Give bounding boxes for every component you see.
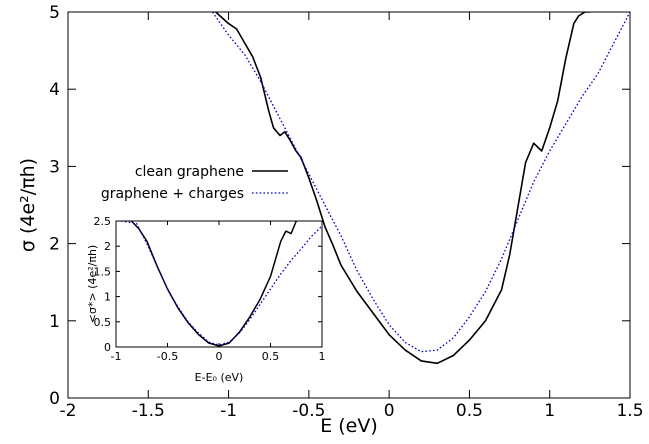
inset-panel: -1 -0.5 0 0.5 1 0 0.5 1 1.5 2 2.5 E-E₀ (eV) <σ*> (4e… (86, 215, 326, 384)
y-tick-label: 1.5 (94, 265, 112, 278)
y-axis-label: <σ*> (4e²/πh) (86, 245, 99, 323)
x-tick-label: -1 (111, 350, 122, 363)
x-tick-label: 0 (216, 350, 223, 363)
x-tick-label: 0.5 (456, 401, 483, 421)
y-tick-label: 3 (49, 157, 60, 177)
y-tick-label: 2.5 (94, 215, 112, 228)
x-tick-label: 0 (384, 401, 395, 421)
x-tick-label: 1 (319, 350, 326, 363)
y-tick-label: 1 (104, 291, 111, 304)
series-line-inset-charges (121, 221, 322, 346)
x-tick-label: 1 (544, 401, 555, 421)
y-tick-label: 2 (49, 235, 60, 255)
legend: clean graphene graphene + charges (101, 164, 288, 202)
x-tick-label: -1.5 (132, 401, 165, 421)
main-panel: -2 -1.5 -1 -0.5 0 0.5 1 1.5 0 1 2 3 4 5 E (eV) σ (4e²/π… (17, 3, 644, 437)
series-line-main-clean (215, 12, 590, 365)
x-tick-label: 1.5 (616, 401, 643, 421)
y-tick-label: 0.5 (94, 316, 112, 329)
x-axis-label: E (eV) (320, 415, 378, 437)
y-tick-label: 2 (104, 240, 111, 253)
y-tick-label: 5 (49, 3, 60, 23)
legend-label: clean graphene (135, 164, 244, 180)
x-tick-label: -0.5 (292, 401, 325, 421)
y-tick-label: 0 (49, 389, 60, 409)
plot-frame-main (67, 11, 631, 399)
x-axis-label: E-E₀ (eV) (195, 371, 244, 384)
legend-label: graphene + charges (101, 186, 244, 202)
y-tick-label: 1 (49, 312, 60, 332)
y-tick-label: 4 (49, 80, 60, 100)
y-axis-label: σ (4e²/πh) (17, 158, 39, 252)
y-tick-label: 0 (104, 341, 111, 354)
x-tick-label: -2 (60, 401, 77, 421)
x-tick-label: -1 (220, 401, 237, 421)
x-tick-label: 0.5 (262, 350, 280, 363)
x-tick-label: -0.5 (157, 350, 178, 363)
